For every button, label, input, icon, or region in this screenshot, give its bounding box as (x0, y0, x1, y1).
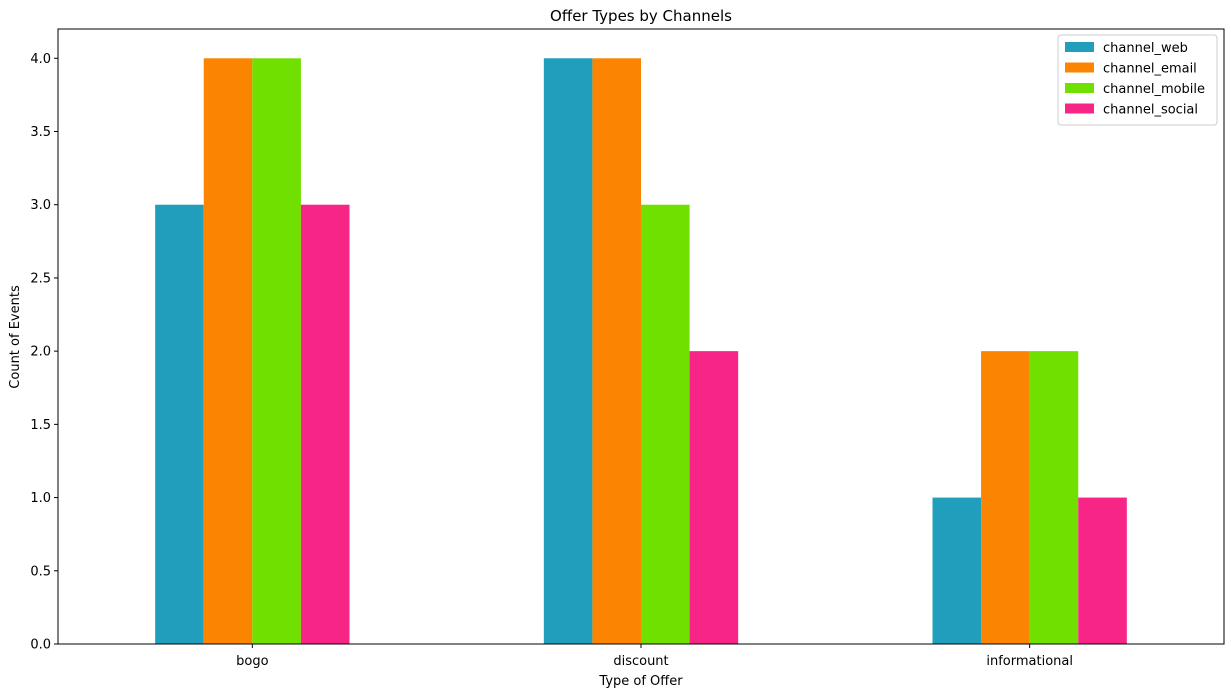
y-tick-label: 0.5 (30, 564, 51, 579)
bar-channel_web-bogo (155, 204, 204, 644)
bar-channel_social-bogo (300, 204, 350, 644)
axes-layer: 0.0 0.5 1.0 1.5 2.0 2.5 3.0 3.5 4.0 bogo discount i… (30, 28, 1225, 669)
bars-layer (155, 58, 1127, 645)
bar-channel_web-informational (932, 497, 982, 644)
legend-label-channel_web: channel_web (1103, 41, 1188, 56)
bar-channel_mobile-bogo (252, 58, 301, 645)
legend-box (1057, 34, 1218, 126)
legend-label-channel_mobile: channel_mobile (1103, 82, 1205, 97)
x-tick-label: informational (986, 654, 1073, 669)
bar-channel_email-informational (981, 351, 1030, 644)
bar-channel_email-bogo (203, 58, 253, 645)
bar-channel_mobile-informational (1029, 351, 1079, 644)
bar-channel_web-discount (543, 58, 593, 645)
bar-channel_mobile-discount (641, 204, 690, 644)
y-tick-label: 0.0 (30, 638, 51, 653)
y-tick-label: 1.0 (30, 491, 51, 506)
y-tick-label: 2.0 (30, 345, 51, 360)
y-tick-label: 2.5 (30, 271, 51, 286)
legend-swatch-channel_social (1065, 103, 1094, 114)
y-tick-label: 1.5 (30, 418, 51, 433)
x-tick-label: bogo (236, 654, 268, 669)
legend-swatch-channel_web (1065, 42, 1094, 52)
x-tick-label: discount (613, 654, 668, 669)
y-axis-label: Count of Events (8, 285, 23, 389)
legend-swatch-channel_email (1065, 62, 1094, 73)
legend-label-channel_social: channel_social (1103, 103, 1198, 118)
bar-channel_social-informational (1078, 497, 1127, 644)
legend-swatch-channel_mobile (1065, 83, 1094, 93)
legend: channel_web channel_email channel_mobilech… (1057, 34, 1218, 126)
bar-channel_email-discount (592, 58, 641, 645)
legend-label-channel_email: channel_email (1103, 62, 1197, 77)
chart-title: Offer Types by Channels (550, 7, 732, 25)
y-tick-label: 4.0 (30, 52, 51, 67)
y-tick-label: 3.0 (30, 198, 51, 213)
x-axis-label: Type of Offer (598, 674, 683, 689)
bar-channel_social-discount (689, 351, 739, 644)
y-tick-label: 3.5 (30, 125, 51, 140)
